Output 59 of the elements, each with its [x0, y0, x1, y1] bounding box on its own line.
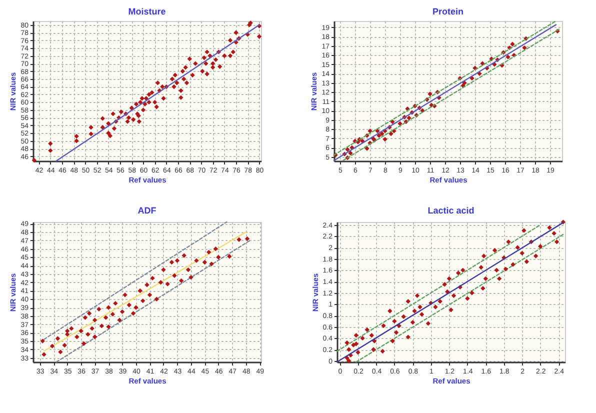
point — [174, 258, 180, 263]
point — [158, 280, 164, 285]
point — [110, 312, 116, 317]
point — [55, 336, 60, 341]
point — [188, 274, 194, 280]
point — [144, 282, 150, 288]
point — [117, 318, 122, 322]
point — [227, 254, 232, 259]
point — [78, 328, 84, 334]
point — [50, 344, 55, 348]
point — [147, 292, 152, 298]
point — [69, 326, 74, 331]
point — [172, 273, 177, 278]
point — [244, 236, 250, 242]
point — [122, 292, 128, 298]
point — [92, 334, 98, 340]
chart-title: Protein — [432, 6, 464, 16]
chart-title: ADF — [138, 206, 157, 216]
point — [92, 318, 98, 322]
point — [106, 324, 111, 330]
point — [140, 298, 146, 304]
point — [182, 253, 186, 258]
point — [161, 267, 166, 272]
point — [209, 262, 214, 266]
point — [120, 309, 125, 314]
point — [154, 296, 159, 302]
point — [81, 341, 86, 346]
point — [86, 311, 92, 316]
chart-title: Lactic acid — [428, 206, 474, 216]
point — [74, 334, 80, 340]
point — [82, 315, 88, 320]
point — [134, 305, 138, 310]
point — [40, 338, 45, 344]
point — [194, 258, 199, 263]
point — [213, 246, 218, 252]
point — [86, 332, 90, 337]
point — [103, 315, 108, 320]
point — [150, 276, 155, 281]
point — [58, 350, 63, 354]
point — [106, 305, 111, 310]
point — [96, 306, 102, 312]
point — [165, 282, 170, 286]
point — [186, 267, 191, 272]
point — [62, 342, 67, 348]
point — [126, 302, 132, 308]
point — [90, 326, 94, 331]
point — [206, 250, 212, 255]
point — [216, 254, 221, 260]
point — [236, 237, 242, 242]
point — [130, 311, 136, 316]
point — [64, 328, 70, 334]
point — [178, 278, 184, 284]
point — [113, 300, 118, 306]
point — [202, 260, 208, 265]
point — [42, 352, 46, 357]
point — [99, 324, 104, 328]
point — [169, 260, 174, 265]
point — [138, 288, 142, 294]
chart-title: Moisture — [128, 6, 166, 17]
